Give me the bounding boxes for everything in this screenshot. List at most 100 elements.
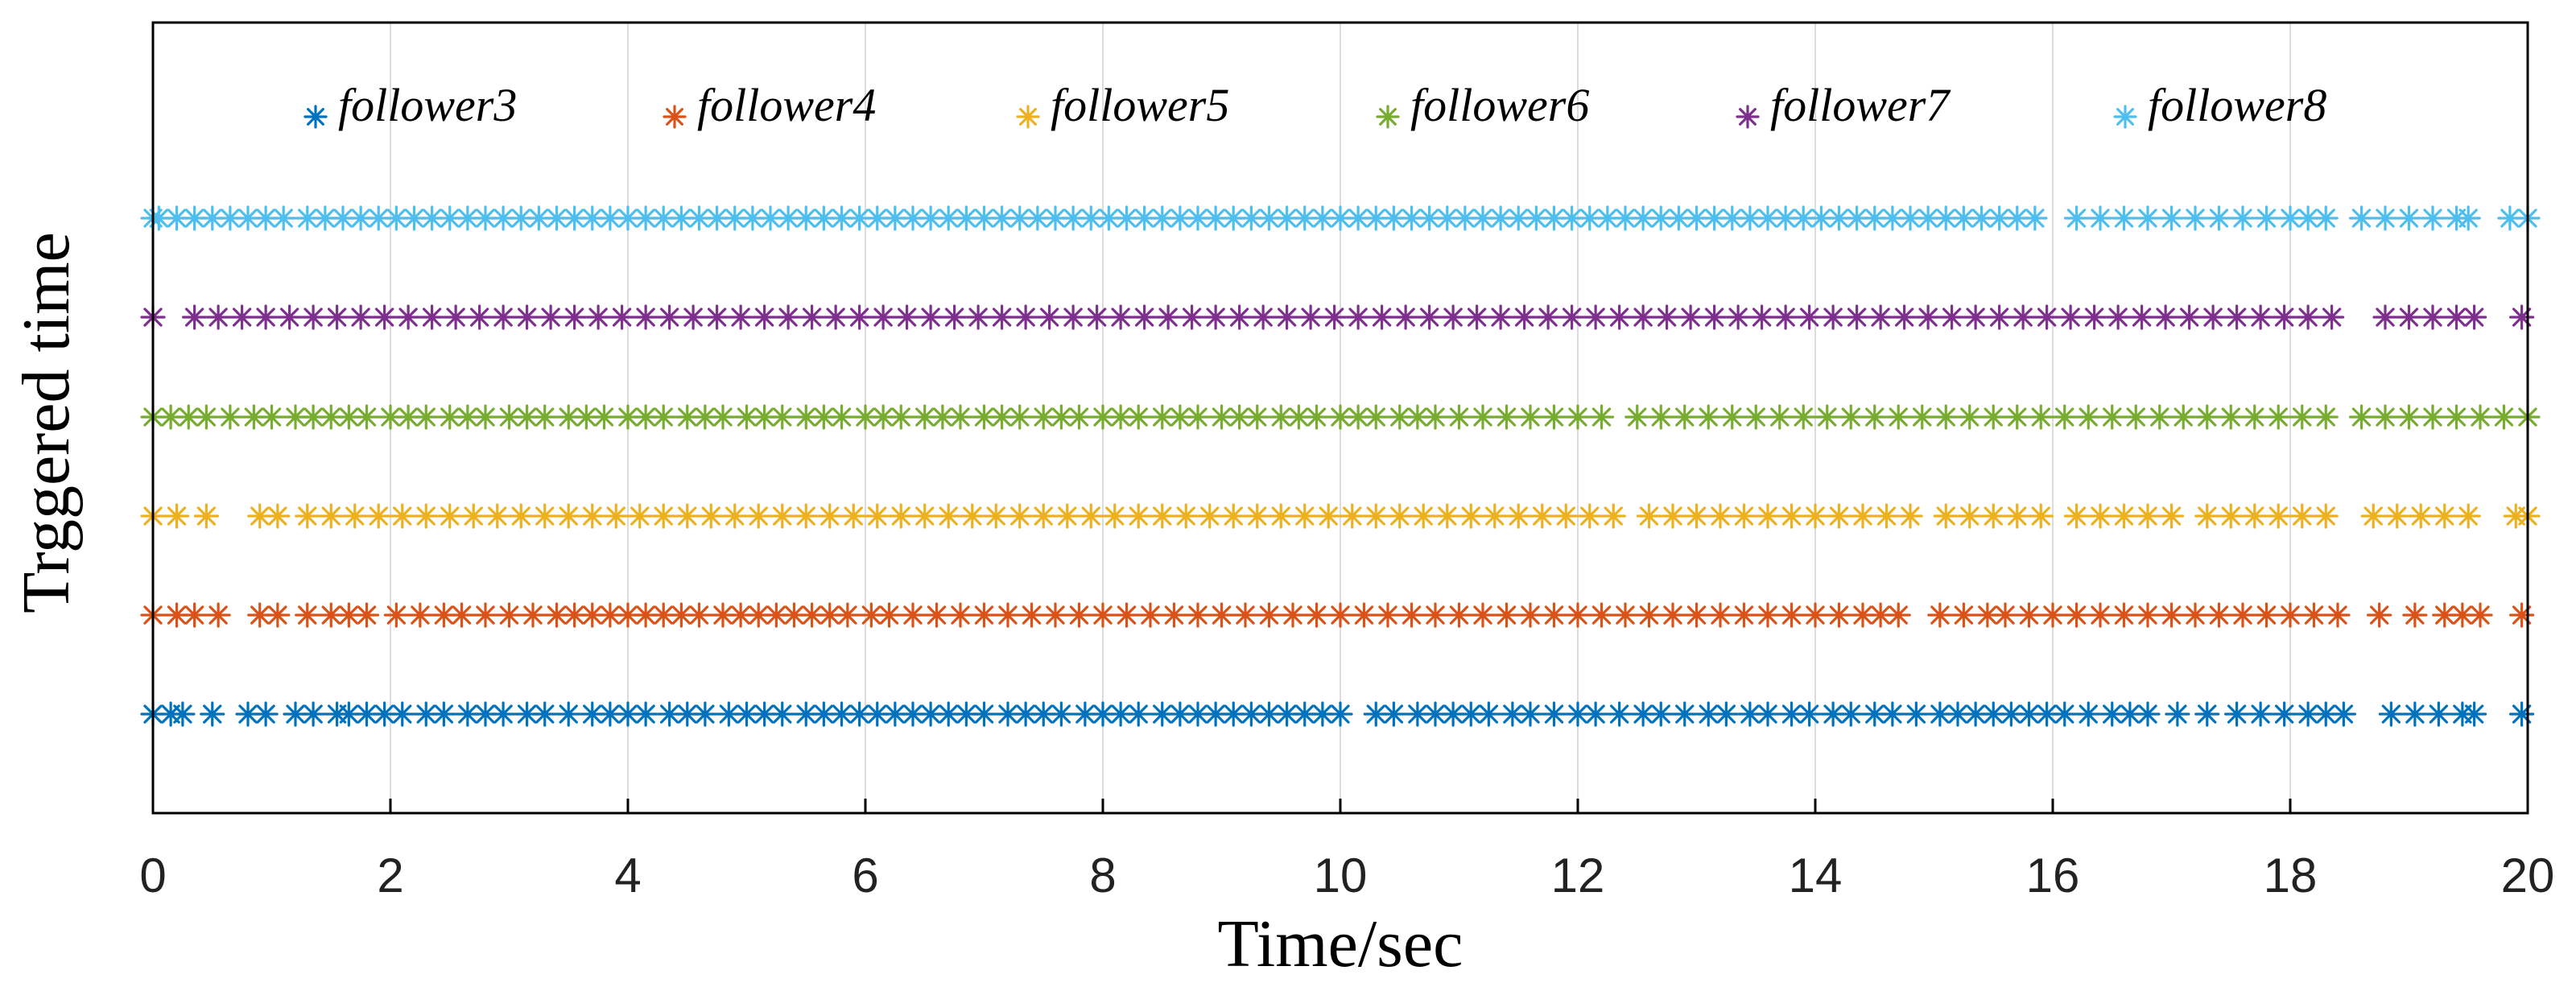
trigger-marker <box>1880 701 1905 727</box>
trigger-marker <box>1588 602 1615 628</box>
trigger-marker <box>573 404 599 430</box>
legend-marker <box>1736 105 1760 129</box>
trigger-marker <box>1245 404 1270 430</box>
trigger-marker <box>847 701 873 727</box>
trigger-marker <box>2509 602 2535 628</box>
trigger-marker <box>580 701 605 727</box>
trigger-marker <box>1398 602 1425 628</box>
trigger-marker <box>2135 205 2161 231</box>
trigger-marker <box>1583 304 1608 330</box>
trigger-marker <box>473 602 498 628</box>
trigger-marker <box>1066 404 1092 430</box>
trigger-marker <box>2248 701 2273 727</box>
trigger-marker <box>1517 701 1543 727</box>
trigger-marker <box>1363 404 1389 430</box>
trigger-marker <box>383 602 409 628</box>
x-tick-label: 10 <box>1314 849 1368 902</box>
trigger-marker <box>615 205 641 231</box>
trigger-marker <box>2194 701 2220 727</box>
trigger-marker <box>2158 205 2185 231</box>
trigger-marker <box>2135 602 2161 628</box>
trigger-marker <box>1048 701 1074 727</box>
trigger-marker <box>835 602 861 628</box>
trigger-marker <box>763 602 789 628</box>
trigger-marker <box>1802 503 1828 529</box>
trigger-marker <box>1880 205 1905 231</box>
trigger-marker <box>2206 602 2232 628</box>
trigger-marker <box>2289 404 2315 430</box>
trigger-marker <box>1790 404 1816 430</box>
trigger-marker <box>330 205 356 231</box>
trigger-marker <box>2063 602 2090 628</box>
trigger-marker <box>2277 602 2303 628</box>
trigger-marker <box>1885 602 1911 628</box>
trigger-marker <box>1749 304 1775 330</box>
trigger-marker <box>1327 701 1353 727</box>
trigger-marker <box>799 304 825 330</box>
trigger-marker <box>1369 304 1395 330</box>
trigger-marker <box>1648 404 1674 430</box>
trigger-marker <box>2230 602 2256 628</box>
trigger-marker <box>1915 304 1941 330</box>
trigger-marker <box>1778 602 1805 628</box>
trigger-marker <box>580 602 605 628</box>
trigger-marker <box>686 602 712 628</box>
trigger-marker <box>1018 602 1045 628</box>
trigger-marker <box>633 304 658 330</box>
trigger-marker <box>1125 503 1151 529</box>
trigger-marker <box>1672 404 1698 430</box>
trigger-marker <box>2378 701 2404 727</box>
trigger-marker <box>1820 304 1846 330</box>
trigger-marker <box>318 503 344 529</box>
trigger-marker <box>1826 602 1852 628</box>
trigger-marker <box>2194 404 2220 430</box>
trigger-marker <box>2372 304 2398 330</box>
trigger-marker <box>1351 602 1377 628</box>
trigger-marker <box>1933 404 1959 430</box>
trigger-marker <box>1113 602 1140 628</box>
trigger-marker <box>365 503 391 529</box>
trigger-marker <box>1060 304 1086 330</box>
trigger-marker <box>2129 304 2155 330</box>
trigger-marker <box>1422 602 1448 628</box>
trigger-marker <box>2082 304 2107 330</box>
trigger-marker <box>2396 205 2422 231</box>
trigger-marker <box>1731 602 1757 628</box>
trigger-marker <box>1862 404 1888 430</box>
trigger-marker <box>1862 701 1888 727</box>
trigger-marker <box>657 701 683 727</box>
trigger-marker <box>1488 304 1513 330</box>
trigger-marker <box>163 205 190 231</box>
trigger-marker <box>1660 503 1686 529</box>
trigger-marker <box>1096 205 1121 231</box>
trigger-marker <box>2396 304 2422 330</box>
legend-marker <box>2113 105 2137 129</box>
trigger-marker <box>1464 304 1490 330</box>
trigger-marker <box>1778 503 1805 529</box>
trigger-marker <box>1672 701 1698 727</box>
trigger-marker <box>1315 503 1341 529</box>
legend-item: follower4 <box>663 79 876 131</box>
trigger-marker <box>2206 205 2232 231</box>
trigger-marker <box>1078 503 1104 529</box>
trigger-marker <box>971 602 997 628</box>
trigger-marker <box>1957 404 1983 430</box>
trigger-marker <box>2360 503 2386 529</box>
trigger-marker <box>158 404 184 430</box>
trigger-marker <box>1155 304 1181 330</box>
trigger-marker <box>1108 304 1133 330</box>
trigger-marker <box>1963 304 1988 330</box>
legend-label: follower8 <box>2148 79 2326 131</box>
trigger-marker <box>2467 404 2493 430</box>
trigger-marker <box>1303 602 1330 628</box>
trigger-marker <box>1048 404 1074 430</box>
trigger-marker <box>1838 701 1864 727</box>
trigger-marker <box>609 304 635 330</box>
trigger-marker <box>942 304 968 330</box>
trigger-marker <box>1125 404 1151 430</box>
trigger-marker <box>2272 304 2297 330</box>
trigger-marker <box>1678 304 1703 330</box>
trigger-marker <box>2289 503 2315 529</box>
trigger-marker <box>745 602 771 628</box>
trigger-marker <box>2158 602 2185 628</box>
